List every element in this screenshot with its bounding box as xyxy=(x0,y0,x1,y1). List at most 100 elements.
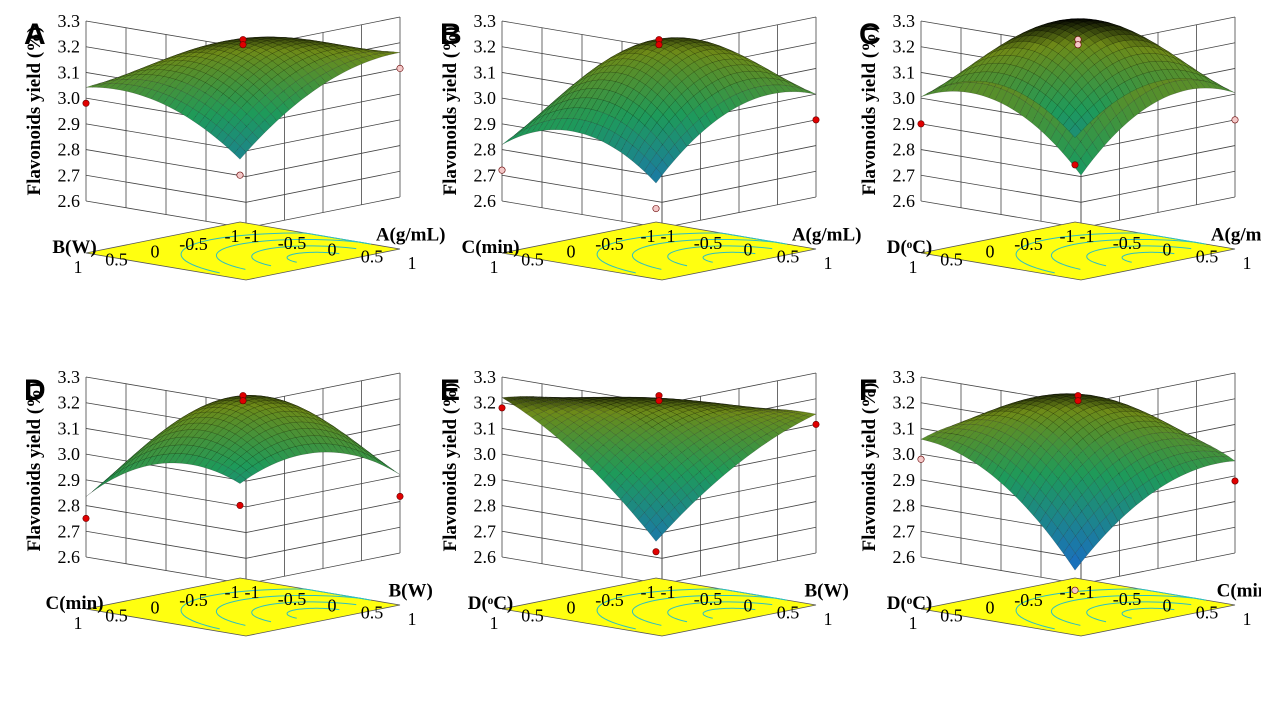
x-axis: -1 -0.5 0 0.5 1 xyxy=(1080,582,1252,629)
x-tick-label: -0.5 xyxy=(694,589,723,609)
z-tick-label: 2.6 xyxy=(474,547,497,567)
z-axis: 2.6 2.7 2.8 2.9 3.0 3.1 3.2 3.3 xyxy=(893,367,916,567)
z-tick-label: 3.3 xyxy=(893,11,916,31)
z-tick-label: 2.6 xyxy=(58,547,81,567)
contour-floor xyxy=(920,577,1236,637)
design-points xyxy=(917,392,1239,594)
panel-letter: D xyxy=(24,374,46,407)
x-tick-label: -0.5 xyxy=(278,589,307,609)
x-tick-label: -1 xyxy=(1080,226,1095,246)
z-tick-label: 3.3 xyxy=(58,11,81,31)
z-tick-label: 2.6 xyxy=(893,191,916,211)
design-point xyxy=(1071,161,1079,169)
x-axis-title: A(g/mL) xyxy=(376,225,446,246)
y-tick-label: 0 xyxy=(986,242,995,262)
z-tick-label: 3.1 xyxy=(474,418,497,438)
z-tick-label: 3.3 xyxy=(474,367,497,387)
z-axis-title: Flavonoids yield (%) xyxy=(440,383,461,552)
design-point xyxy=(236,501,244,509)
y-axis-title: C(min) xyxy=(45,593,103,614)
y-tick-label: 0 xyxy=(567,242,576,262)
y-tick-label: -1 xyxy=(641,582,656,602)
x-axis-title: A(g/mL) xyxy=(1211,225,1261,246)
design-point xyxy=(396,64,404,72)
z-axis-title: Flavonoids yield (%) xyxy=(859,27,880,196)
contour-floor xyxy=(920,221,1236,281)
x-tick-label: 0.5 xyxy=(777,602,800,622)
x-tick-label: 0.5 xyxy=(777,246,800,266)
design-point xyxy=(1074,397,1082,405)
response-surface xyxy=(85,36,401,160)
design-point xyxy=(652,548,660,556)
z-tick-label: 2.9 xyxy=(893,114,916,134)
response-surface xyxy=(920,18,1236,176)
y-axis-title: B(W) xyxy=(52,237,96,258)
y-tick-label: 0.5 xyxy=(521,605,544,625)
y-tick-label: -1 xyxy=(641,226,656,246)
y-axis: -1 -0.5 0 0.5 1 xyxy=(490,226,656,277)
z-tick-label: 3.1 xyxy=(58,418,81,438)
z-tick-label: 2.7 xyxy=(893,521,916,541)
x-tick-label: 1 xyxy=(824,609,833,629)
y-axis-title: C(min) xyxy=(461,237,519,258)
z-tick-label: 2.7 xyxy=(58,165,81,185)
y-axis: -1 -0.5 0 0.5 1 xyxy=(74,582,240,633)
y-tick-label: 0.5 xyxy=(521,249,544,269)
z-tick-label: 2.9 xyxy=(58,470,81,490)
z-axis-title: Flavonoids yield (%) xyxy=(440,27,461,196)
x-axis: -1 -0.5 0 0.5 1 xyxy=(1080,226,1252,273)
design-point xyxy=(812,420,820,428)
z-tick-label: 3.2 xyxy=(893,37,916,57)
z-tick-label: 3.1 xyxy=(58,62,81,82)
x-tick-label: 1 xyxy=(408,609,417,629)
z-tick-label: 2.7 xyxy=(893,165,916,185)
x-tick-label: -1 xyxy=(661,582,676,602)
z-tick-label: 2.9 xyxy=(474,114,497,134)
z-axis: 2.6 2.7 2.8 2.9 3.0 3.1 3.2 3.3 xyxy=(893,11,916,211)
x-tick-label: -0.5 xyxy=(1113,233,1142,253)
design-point xyxy=(396,492,404,500)
z-tick-label: 3.1 xyxy=(893,418,916,438)
design-point xyxy=(1071,586,1079,594)
y-tick-label: -1 xyxy=(1060,582,1075,602)
design-point xyxy=(239,397,247,405)
y-tick-label: 0.5 xyxy=(940,605,963,625)
x-tick-label: 0 xyxy=(328,240,337,260)
design-points xyxy=(82,36,404,179)
x-tick-label: 0.5 xyxy=(1196,602,1219,622)
z-tick-label: 3.0 xyxy=(893,444,916,464)
y-axis-title: D(ᵒC) xyxy=(887,237,933,258)
x-tick-label: -1 xyxy=(245,226,260,246)
z-tick-label: 3.3 xyxy=(893,367,916,387)
design-points xyxy=(498,392,820,556)
x-axis: -1 -0.5 0 0.5 1 xyxy=(245,226,417,273)
design-point xyxy=(236,171,244,179)
y-tick-label: 0 xyxy=(151,242,160,262)
y-tick-label: -0.5 xyxy=(179,234,208,254)
y-tick-label: 1 xyxy=(909,613,918,633)
y-tick-label: -1 xyxy=(1060,226,1075,246)
z-tick-label: 2.9 xyxy=(893,470,916,490)
y-tick-label: 0 xyxy=(567,598,576,618)
z-tick-label: 2.8 xyxy=(474,496,497,516)
x-tick-label: -0.5 xyxy=(694,233,723,253)
x-axis: -1 -0.5 0 0.5 1 xyxy=(245,582,417,629)
z-tick-label: 3.1 xyxy=(893,62,916,82)
design-point xyxy=(917,120,925,128)
surface-panel-A: 2.6 2.7 2.8 2.9 3.0 3.1 3.2 3.3 -1 -0.5 0 0.5 1 -1 -0.… xyxy=(24,11,446,281)
z-tick-label: 3.2 xyxy=(58,37,81,57)
y-axis: -1 -0.5 0 0.5 1 xyxy=(909,582,1075,633)
z-axis-title: Flavonoids yield (%) xyxy=(24,27,45,196)
z-tick-label: 3.0 xyxy=(58,444,81,464)
design-point xyxy=(239,41,247,49)
z-tick-label: 3.0 xyxy=(474,88,497,108)
z-axis: 2.6 2.7 2.8 2.9 3.0 3.1 3.2 3.3 xyxy=(58,367,81,567)
z-tick-label: 2.7 xyxy=(58,521,81,541)
z-tick-label: 2.9 xyxy=(58,114,81,134)
y-tick-label: -0.5 xyxy=(1014,590,1043,610)
y-tick-label: 1 xyxy=(74,257,83,277)
contour-floor xyxy=(85,577,401,637)
y-tick-label: -0.5 xyxy=(179,590,208,610)
y-axis: -1 -0.5 0 0.5 1 xyxy=(909,226,1075,277)
response-surface xyxy=(501,37,817,184)
